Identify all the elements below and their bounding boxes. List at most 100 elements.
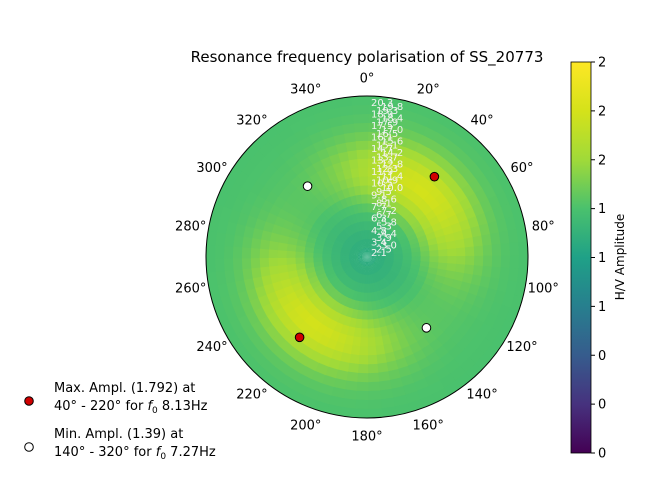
heatmap-cell-1173 — [345, 225, 354, 236]
heatmap-cell-474 — [404, 291, 416, 303]
heatmap-cell-941 — [313, 260, 324, 267]
heatmap-cell-707 — [347, 298, 356, 310]
radial-tick-label-22: 12.3 — [376, 164, 398, 175]
heatmap-cell-1067 — [317, 229, 329, 239]
heatmap-cell-399 — [391, 265, 402, 273]
radial-tick-label-1: 2.5 — [376, 245, 392, 256]
heatmap-cell-1294 — [352, 104, 369, 115]
heatmap-cell-112 — [384, 217, 394, 228]
heatmap-cell-780 — [325, 297, 337, 310]
heatmap-cell-221 — [405, 229, 417, 239]
radial-tick-label-31: 16.5 — [376, 129, 398, 140]
heatmap-cell-612 — [367, 257, 369, 267]
heatmap-cell-1084 — [327, 230, 338, 240]
heatmap-cell-454 — [394, 277, 405, 287]
heatmap-cell-450 — [367, 257, 375, 264]
heatmap-cell-254 — [383, 247, 394, 253]
heatmap-cell-868 — [325, 271, 337, 280]
radial-tick-label-11: 7.2 — [381, 206, 397, 217]
heatmap-cell-777 — [343, 277, 352, 287]
heatmap-cell-9 — [366, 167, 376, 177]
heatmap-cell-1283 — [361, 202, 368, 213]
radial-tick-label-9: 6.3 — [371, 213, 387, 224]
legend: Max. Ampl. (1.792) at 40° - 220° for f0 8… — [24, 381, 216, 462]
heatmap-cell-706 — [351, 290, 359, 301]
angular-tick-label-17: 340° — [290, 82, 321, 97]
heatmap-cell-1121 — [325, 218, 336, 229]
heatmap-cell-310 — [402, 252, 413, 258]
heatmap-cell-432 — [367, 257, 376, 263]
heatmap-cell-1279 — [365, 238, 368, 249]
heatmap-cell-563 — [381, 297, 391, 309]
heatmap-cell-627 — [377, 388, 394, 401]
heatmap-cell-634 — [366, 292, 372, 303]
radial-tick-label-21: 11.9 — [371, 167, 393, 178]
heatmap-cell-1158 — [325, 204, 337, 217]
heatmap-cell-1268 — [352, 176, 362, 187]
heatmap-cell-813 — [339, 274, 349, 283]
heatmap-cell-312 — [420, 250, 431, 258]
heatmap-cell-338 — [491, 255, 502, 271]
heatmap-cell-1210 — [347, 214, 356, 225]
heatmap-cell-97 — [392, 191, 404, 204]
heatmap-cell-762 — [330, 300, 341, 312]
heatmap-cell-1048 — [324, 237, 335, 246]
heatmap-cell-797 — [328, 288, 339, 299]
heatmap-cell-743 — [339, 295, 349, 307]
heatmap-cell-686 — [359, 274, 365, 284]
legend-line1-min: Min. Ampl. (1.39) at — [54, 427, 183, 442]
heatmap-cell-631 — [366, 265, 369, 276]
heatmap-cell-311 — [411, 251, 422, 258]
heatmap-cell-334 — [456, 255, 466, 267]
max-marker-1 — [294, 332, 305, 343]
heatmap-cell-745 — [330, 310, 342, 323]
heatmap-cell-79 — [387, 189, 399, 201]
colorbar-tick-label-4: 1 — [598, 251, 606, 266]
heatmap-cell-1070 — [293, 215, 306, 228]
heatmap-cell-1152 — [360, 249, 367, 257]
radial-tick-label-5: 4.4 — [381, 229, 397, 240]
heatmap-cell-846 — [358, 257, 367, 263]
heatmap-cell-903 — [331, 263, 342, 270]
heatmap-cell-294 — [419, 245, 430, 253]
heatmap-cell-436 — [396, 274, 407, 284]
heatmap-cell-288 — [367, 255, 377, 257]
heatmap-cell-886 — [324, 268, 335, 277]
heatmap-cell-1154 — [349, 234, 357, 244]
heatmap-cell-746 — [325, 318, 338, 331]
heatmap-cell-1260 — [365, 247, 367, 257]
heatmap-cell-472 — [392, 279, 402, 290]
heatmap-cell-1100 — [344, 239, 354, 247]
heatmap-cell-760 — [340, 286, 350, 297]
heatmap-cell-130 — [387, 219, 397, 230]
heatmap-cell-162 — [367, 250, 375, 257]
heatmap-cell-1102 — [329, 227, 340, 237]
radial-tick-label-20: 11.4 — [381, 171, 403, 182]
heatmap-cell-723 — [351, 281, 359, 292]
heatmap-cell-181 — [373, 245, 383, 252]
angular-tick-label-0: 0° — [360, 72, 375, 87]
heatmap-cell-307 — [375, 255, 386, 258]
heatmap-cell-1225 — [360, 239, 365, 249]
heatmap-cell-114 — [393, 202, 404, 214]
heatmap-cell-960 — [303, 256, 314, 264]
heatmap-cell-741 — [348, 280, 356, 290]
heatmap-cell-578 — [371, 273, 377, 284]
heatmap-cell-202 — [396, 230, 407, 240]
heatmap-cell-13 — [365, 131, 380, 142]
heatmap-cell-1256 — [330, 124, 347, 137]
radial-tick-label-39: 20.3 — [371, 98, 393, 109]
heatmap-cell-1272 — [345, 140, 359, 152]
heatmap-cell-315 — [447, 248, 457, 258]
heatmap-cell-285 — [496, 218, 509, 236]
heatmap-cell-956 — [339, 256, 350, 260]
heatmap-cell-1281 — [363, 220, 368, 231]
heatmap-cell-942 — [304, 261, 315, 269]
heatmap-cell-966 — [250, 255, 261, 269]
angular-tick-label-2: 40° — [471, 113, 494, 128]
heatmap-cell-829 — [351, 262, 361, 269]
heatmap-cell-363 — [392, 261, 403, 267]
angular-tick-labels: 0° 20° 40° 60° 80° 100° 120° 140° 160° 180° 200° 22… — [175, 72, 559, 445]
heatmap-cell-541 — [370, 264, 377, 274]
heatmap-cell-812 — [345, 268, 355, 277]
